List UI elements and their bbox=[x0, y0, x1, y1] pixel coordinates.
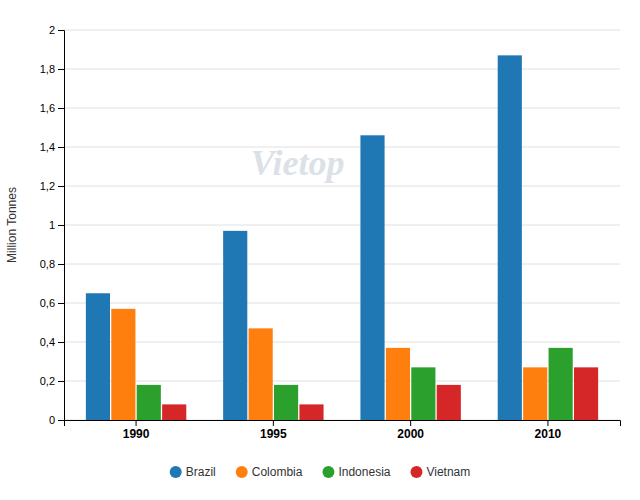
tick-label: 0,8 bbox=[40, 258, 55, 270]
bar bbox=[574, 367, 598, 420]
tick-label: 1,2 bbox=[40, 180, 55, 192]
y-axis: 0 0,2 0,4 0,6 0,8 1 1,2 1,4 1,6 1,8 2 bbox=[40, 24, 65, 426]
grid bbox=[64, 30, 620, 420]
bar bbox=[137, 385, 161, 420]
tick-mark bbox=[58, 381, 64, 382]
tick-mark bbox=[58, 303, 64, 304]
legend-item: Colombia bbox=[236, 465, 303, 479]
grid-line bbox=[64, 225, 620, 226]
tick: 0,2 bbox=[40, 375, 64, 387]
legend-item: Brazil bbox=[170, 465, 216, 479]
tick-mark bbox=[58, 342, 64, 343]
tick-label: 0,6 bbox=[40, 297, 55, 309]
legend-swatch bbox=[170, 466, 182, 478]
tick: 1995 bbox=[260, 420, 287, 441]
bar bbox=[498, 55, 522, 420]
bars bbox=[86, 55, 598, 420]
grid-line bbox=[64, 30, 620, 31]
tick-mark bbox=[58, 186, 64, 187]
legend-label: Brazil bbox=[186, 465, 216, 479]
tick-label: 2 bbox=[49, 24, 55, 36]
tick: 1990 bbox=[123, 420, 150, 441]
bar-series bbox=[111, 309, 547, 420]
tick: 2010 bbox=[535, 420, 562, 441]
legend-swatch bbox=[236, 466, 248, 478]
tick: 2000 bbox=[397, 420, 424, 441]
tick-mark bbox=[58, 420, 64, 421]
grid-line bbox=[64, 303, 620, 304]
legend-swatch bbox=[322, 466, 334, 478]
tick: 1,6 bbox=[40, 102, 64, 114]
chart: Vietop00,20,40,60,811,21,41,61,821990199… bbox=[0, 0, 640, 500]
x-axis: 1990 1995 2000 2010 bbox=[65, 420, 621, 441]
tick: 2 bbox=[49, 24, 64, 36]
watermark: Vietop bbox=[251, 143, 345, 183]
tick-mark bbox=[136, 420, 137, 426]
tick-label: 0 bbox=[49, 414, 55, 426]
axis-line bbox=[58, 31, 65, 421]
grid-line bbox=[64, 186, 620, 187]
tick-label: 0,4 bbox=[40, 336, 55, 348]
plot: Vietop00,20,40,60,811,21,41,61,821990199… bbox=[5, 24, 621, 441]
legend: Brazil Colombia Indonesia Vietnam bbox=[170, 465, 471, 479]
tick-mark bbox=[547, 420, 548, 426]
tick: 1,8 bbox=[40, 63, 64, 75]
tick-mark bbox=[58, 147, 64, 148]
bar bbox=[111, 309, 135, 420]
tick-mark bbox=[273, 420, 274, 426]
legend-item: Vietnam bbox=[410, 465, 470, 479]
tick-label: 1,4 bbox=[40, 141, 55, 153]
tick: 1 bbox=[49, 219, 64, 231]
bar bbox=[249, 328, 273, 420]
bar bbox=[86, 293, 110, 420]
bar-series bbox=[162, 367, 598, 420]
bar bbox=[523, 367, 547, 420]
tick-mark bbox=[58, 264, 64, 265]
tick-label: 1 bbox=[49, 219, 55, 231]
grid-line bbox=[64, 108, 620, 109]
bar bbox=[299, 404, 323, 420]
bar bbox=[549, 348, 573, 420]
legend-swatch bbox=[410, 466, 422, 478]
tick-label: 1990 bbox=[123, 427, 150, 441]
bar bbox=[411, 367, 435, 420]
axis-line bbox=[65, 421, 621, 427]
tick-mark bbox=[58, 69, 64, 70]
legend-label: Colombia bbox=[252, 465, 303, 479]
legend-label: Vietnam bbox=[426, 465, 470, 479]
grid-line bbox=[64, 69, 620, 70]
bar bbox=[162, 404, 186, 420]
tick-mark bbox=[410, 420, 411, 426]
tick-label: 0,2 bbox=[40, 375, 55, 387]
tick-mark bbox=[58, 30, 64, 31]
bar bbox=[360, 135, 384, 420]
bar-series bbox=[137, 348, 573, 420]
bar bbox=[274, 385, 298, 420]
grid-line bbox=[64, 342, 620, 343]
tick: 0,4 bbox=[40, 336, 64, 348]
tick: 0,6 bbox=[40, 297, 64, 309]
legend-label: Indonesia bbox=[338, 465, 390, 479]
tick-label: 1,6 bbox=[40, 102, 55, 114]
tick-mark bbox=[58, 108, 64, 109]
tick-mark bbox=[58, 225, 64, 226]
bar-series bbox=[86, 55, 522, 420]
tick-label: 1995 bbox=[260, 427, 287, 441]
tick-label: 1,8 bbox=[40, 63, 55, 75]
grid-line bbox=[64, 264, 620, 265]
tick: 0,8 bbox=[40, 258, 64, 270]
bar bbox=[386, 348, 410, 420]
legend-item: Indonesia bbox=[322, 465, 390, 479]
bar bbox=[223, 231, 247, 420]
tick: 1,2 bbox=[40, 180, 64, 192]
tick: 1,4 bbox=[40, 141, 64, 153]
tick-label: 2000 bbox=[397, 427, 424, 441]
tick: 0 bbox=[49, 414, 64, 426]
bar bbox=[437, 385, 461, 420]
tick-label: 2010 bbox=[535, 427, 562, 441]
y-axis-title: Million Tonnes bbox=[5, 187, 19, 263]
